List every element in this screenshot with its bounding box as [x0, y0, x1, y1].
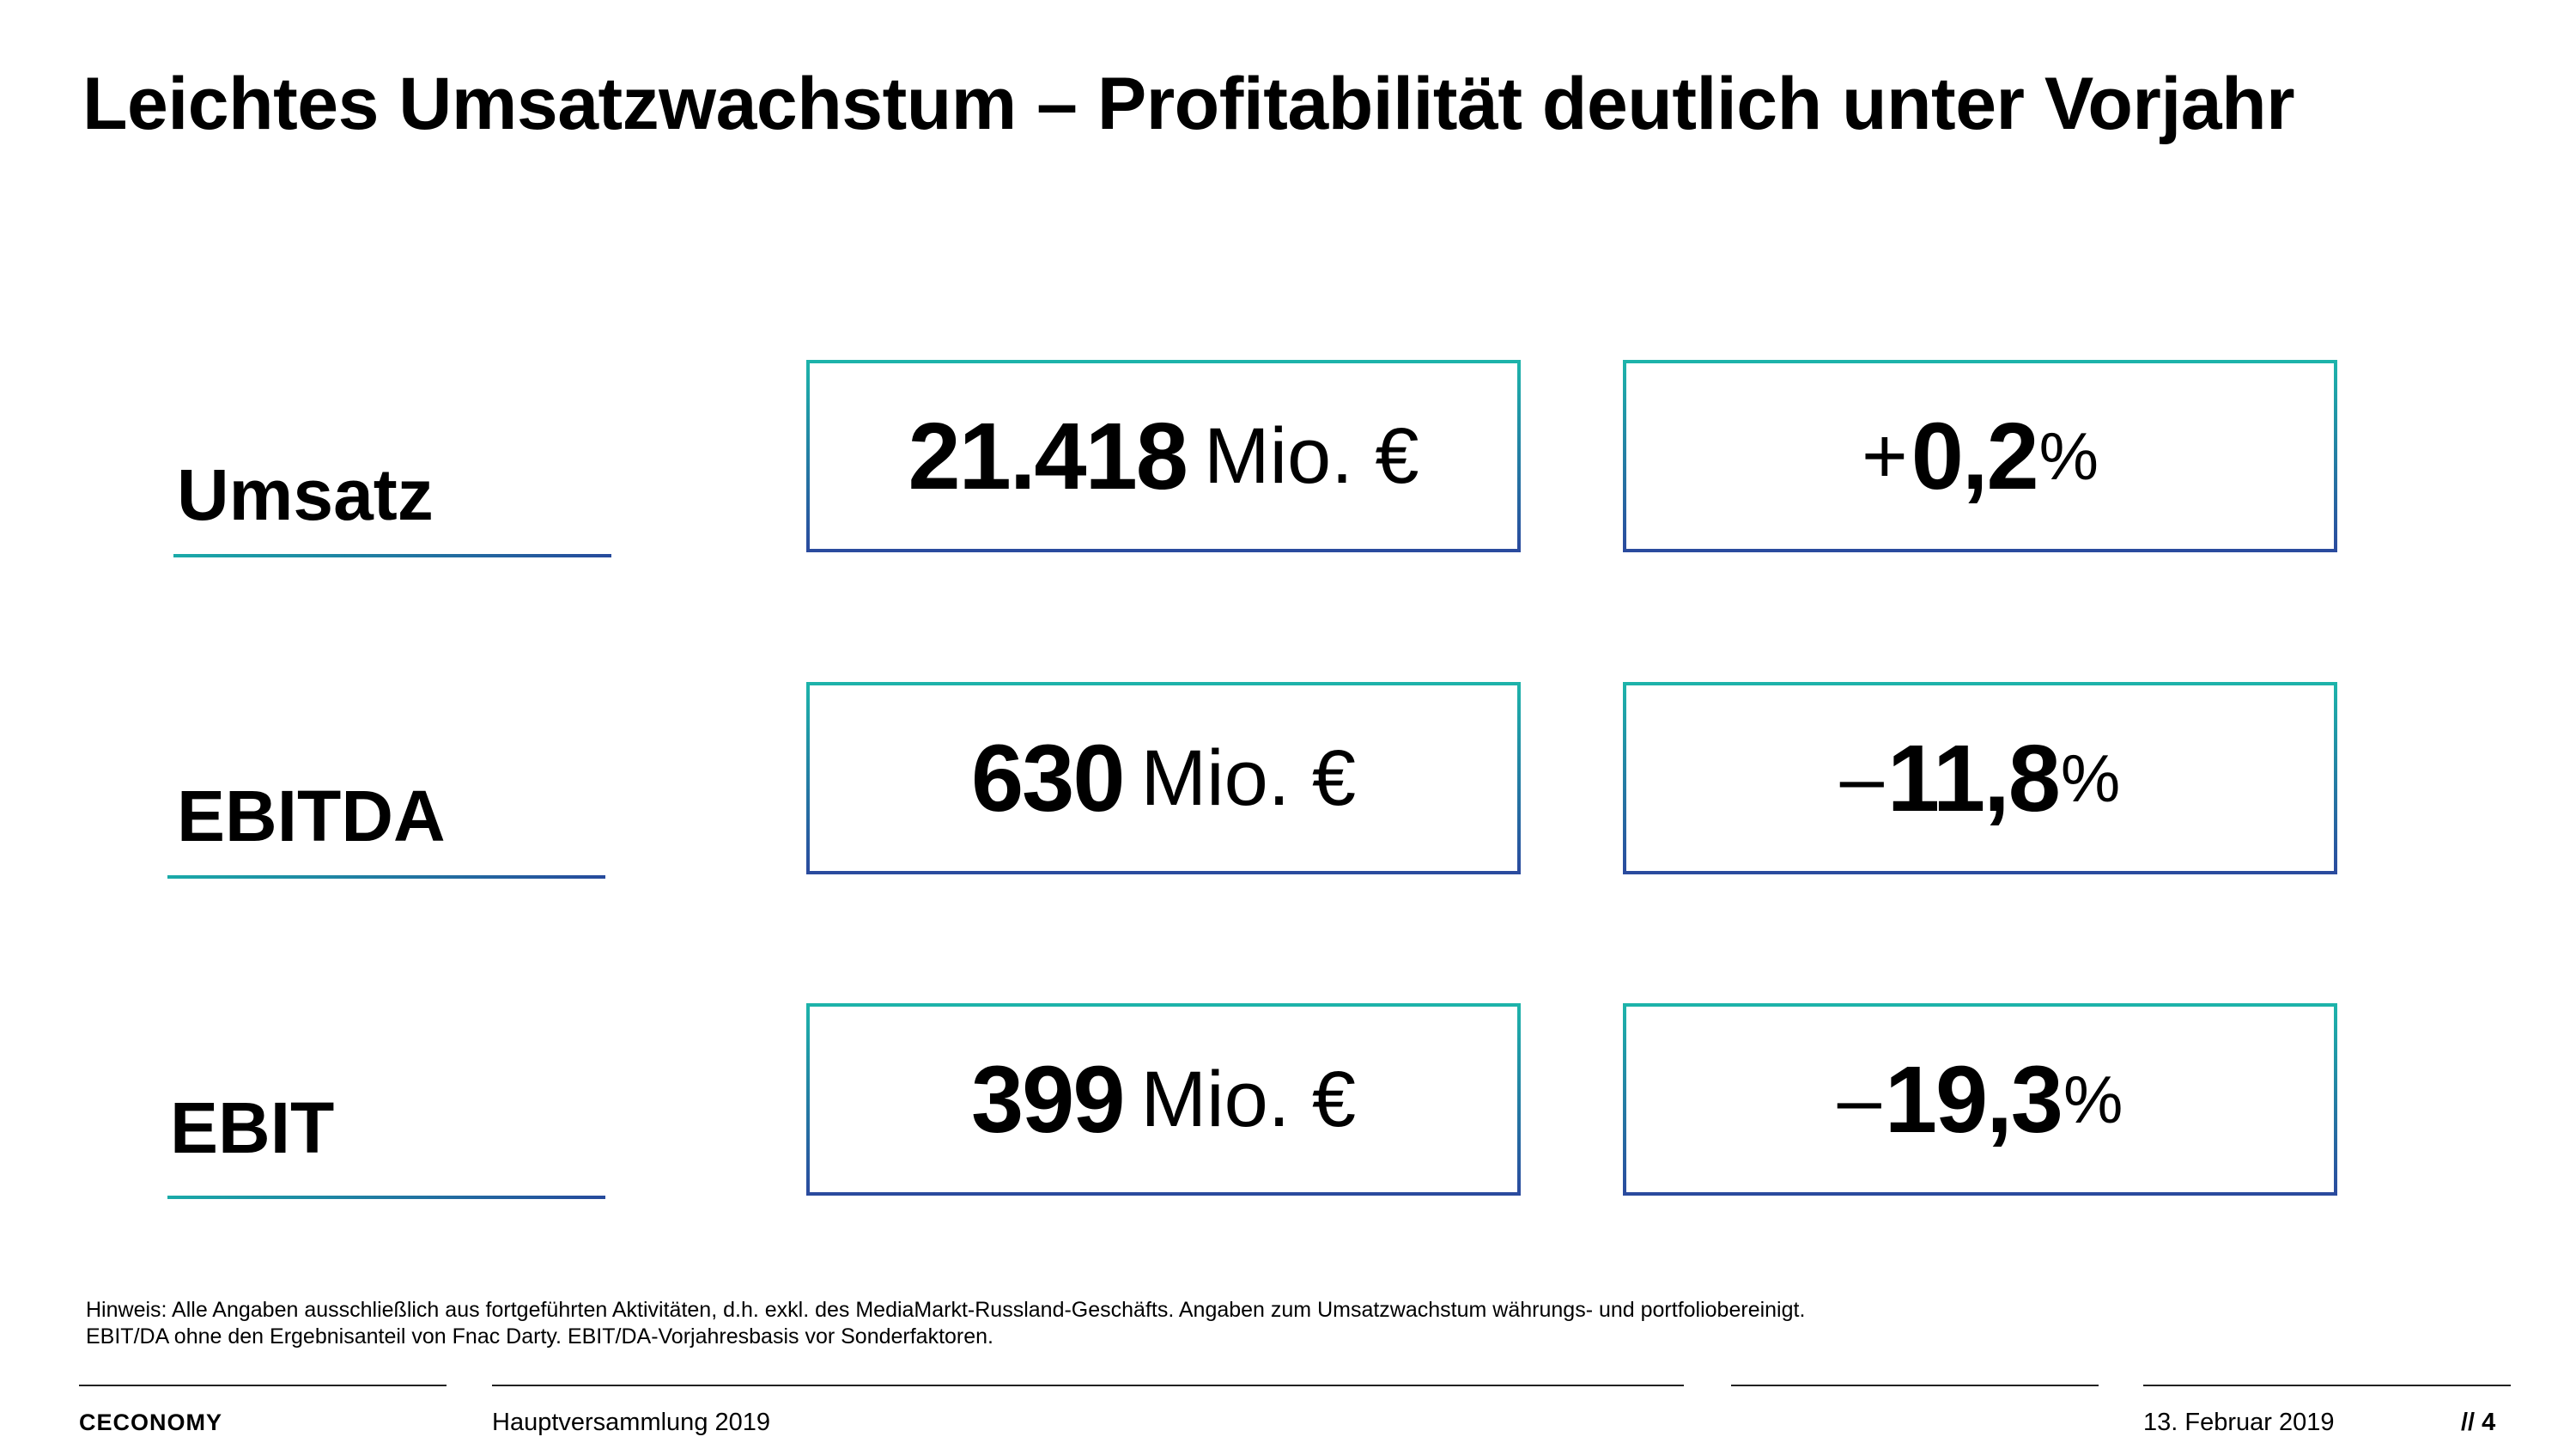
slide-title: Leichtes Umsatzwachstum – Profitabilität…	[82, 63, 2295, 145]
value-box-ebitda: 630 Mio. €	[806, 682, 1521, 874]
change-value-ebit: 19,3	[1884, 1046, 2063, 1153]
change-sign-ebit: –	[1837, 1055, 1881, 1143]
value-ebitda: 630	[970, 725, 1126, 831]
change-sign-umsatz: +	[1861, 411, 1908, 500]
change-box-ebitda: –11,8%	[1623, 682, 2337, 874]
unit-ebitda: Mio. €	[1140, 734, 1357, 822]
value-box-umsatz: 21.418 Mio. €	[806, 360, 1521, 552]
footnote-line-1: Hinweis: Alle Angaben ausschließlich aus…	[86, 1298, 1806, 1322]
unit-ebit: Mio. €	[1140, 1055, 1357, 1143]
change-unit-ebitda: %	[2060, 740, 2121, 816]
change-box-ebit: –19,3%	[1623, 1003, 2337, 1196]
change-value-umsatz: 0,2	[1911, 403, 2039, 509]
row-label-ebit: EBIT	[170, 1087, 335, 1168]
row-label-umsatz: Umsatz	[177, 454, 434, 535]
footer-divider-3	[1731, 1385, 2099, 1386]
change-unit-ebit: %	[2063, 1061, 2123, 1137]
footer-event: Hauptversammlung 2019	[492, 1409, 771, 1436]
row-underline-ebit	[167, 1196, 605, 1199]
page-number: // 4	[2461, 1409, 2496, 1436]
footnote-line-2: EBIT/DA ohne den Ergebnisanteil von Fnac…	[86, 1324, 994, 1349]
change-sign-ebitda: –	[1839, 734, 1884, 822]
footnote: Hinweis: Alle Angaben ausschließlich aus…	[86, 1297, 1805, 1350]
unit-umsatz: Mio. €	[1203, 411, 1419, 500]
value-umsatz: 21.418	[908, 403, 1188, 509]
change-unit-umsatz: %	[2038, 417, 2099, 494]
change-value-ebitda: 11,8	[1886, 725, 2061, 831]
row-underline-umsatz	[173, 554, 611, 557]
footer-divider-4	[2143, 1385, 2511, 1386]
row-underline-ebitda	[167, 875, 605, 879]
value-ebit: 399	[970, 1046, 1126, 1153]
footer-divider-2	[492, 1385, 1684, 1386]
value-box-ebit: 399 Mio. €	[806, 1003, 1521, 1196]
footer-date: 13. Februar 2019	[2143, 1409, 2335, 1436]
footer-divider-1	[79, 1385, 447, 1386]
row-label-ebitda: EBITDA	[177, 776, 446, 856]
change-box-umsatz: +0,2%	[1623, 360, 2337, 552]
company-logo: CECONOMY	[79, 1409, 223, 1435]
